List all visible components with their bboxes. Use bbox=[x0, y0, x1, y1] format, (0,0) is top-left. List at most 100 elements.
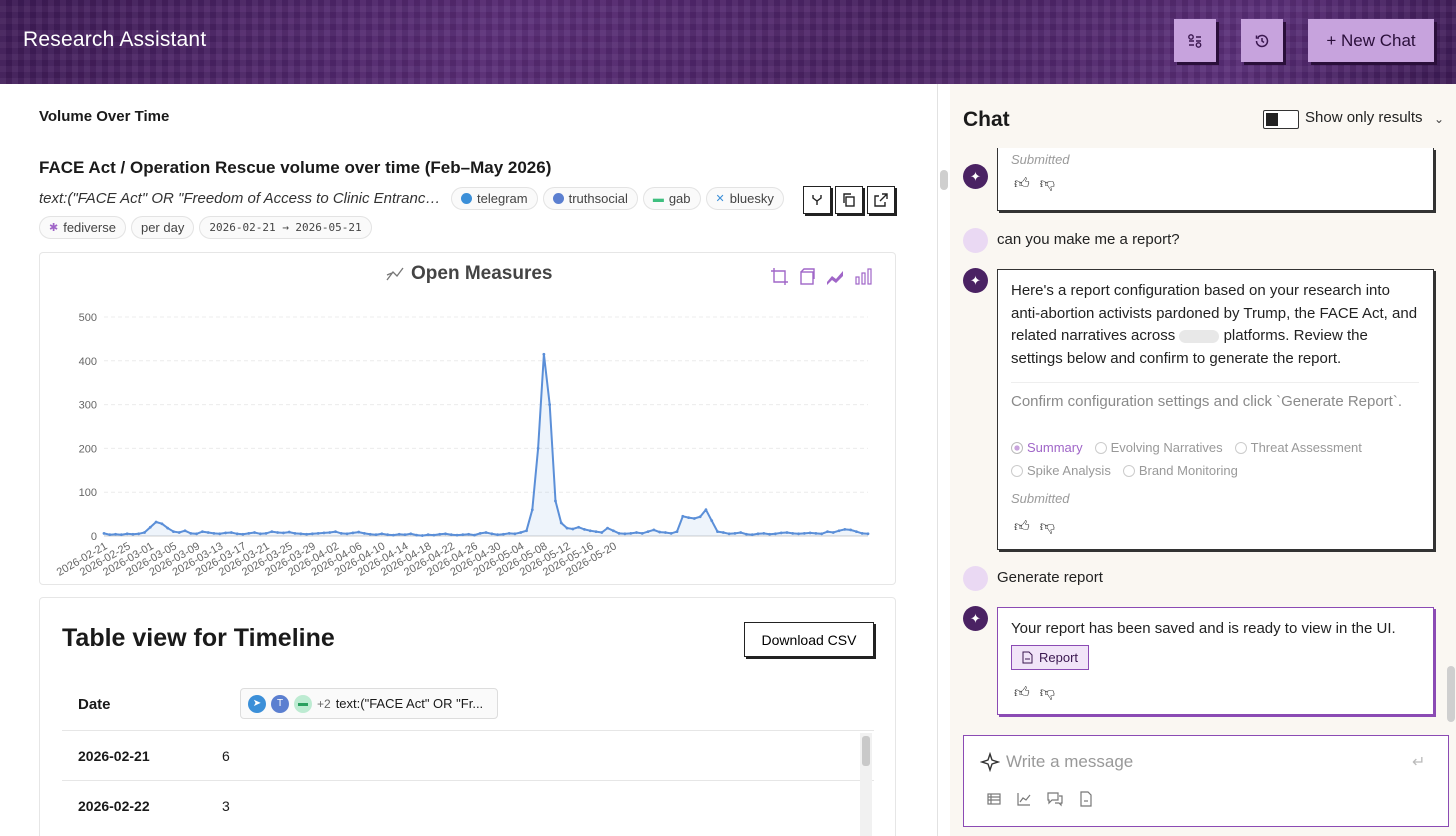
data-point[interactable] bbox=[565, 526, 569, 530]
data-point[interactable] bbox=[357, 530, 361, 534]
data-point[interactable] bbox=[490, 532, 494, 536]
data-point[interactable] bbox=[258, 532, 262, 536]
thumbs-up-icon[interactable]: 👍︎ bbox=[1014, 175, 1030, 192]
fork-button[interactable] bbox=[803, 186, 831, 214]
data-point[interactable] bbox=[143, 531, 146, 534]
data-point[interactable] bbox=[629, 531, 633, 535]
data-point[interactable] bbox=[131, 532, 135, 536]
data-point[interactable] bbox=[519, 531, 523, 534]
data-point[interactable] bbox=[351, 531, 355, 535]
data-point[interactable] bbox=[368, 532, 372, 536]
data-point[interactable] bbox=[183, 529, 187, 533]
data-point[interactable] bbox=[721, 531, 725, 534]
data-point[interactable] bbox=[623, 532, 627, 536]
data-point[interactable] bbox=[108, 533, 112, 537]
data-point[interactable] bbox=[276, 531, 280, 534]
report-option[interactable]: Spike Analysis bbox=[1011, 463, 1111, 478]
chevron-down-icon[interactable]: ⌄ bbox=[1434, 112, 1445, 126]
data-point[interactable] bbox=[339, 531, 343, 535]
data-point[interactable] bbox=[473, 533, 476, 537]
data-point[interactable] bbox=[177, 531, 181, 534]
history-button[interactable] bbox=[1241, 19, 1283, 62]
data-point[interactable] bbox=[438, 532, 442, 536]
data-point[interactable] bbox=[501, 532, 505, 536]
data-point[interactable] bbox=[206, 531, 210, 534]
data-point[interactable] bbox=[328, 531, 332, 534]
data-point[interactable] bbox=[820, 532, 824, 536]
data-point[interactable] bbox=[322, 531, 326, 535]
data-point[interactable] bbox=[594, 530, 598, 534]
data-point[interactable] bbox=[843, 528, 847, 531]
data-point[interactable] bbox=[137, 532, 141, 536]
data-point[interactable] bbox=[444, 532, 447, 536]
data-point[interactable] bbox=[409, 532, 413, 536]
data-point[interactable] bbox=[762, 531, 766, 535]
data-point[interactable] bbox=[588, 529, 592, 533]
data-point[interactable] bbox=[739, 531, 743, 534]
thumbs-up-icon[interactable]: 👍︎ bbox=[1014, 518, 1030, 535]
data-point[interactable] bbox=[698, 515, 702, 519]
data-point[interactable] bbox=[386, 533, 390, 537]
data-point[interactable] bbox=[235, 532, 239, 536]
results-scrollbar[interactable] bbox=[940, 170, 948, 190]
data-point[interactable] bbox=[166, 526, 170, 530]
table-icon[interactable] bbox=[986, 791, 1002, 807]
download-csv-button[interactable]: Download CSV bbox=[744, 622, 874, 657]
show-only-results-toggle[interactable] bbox=[1263, 110, 1299, 129]
chat-bubbles-icon[interactable] bbox=[1046, 791, 1064, 807]
data-point[interactable] bbox=[525, 529, 528, 533]
data-point[interactable] bbox=[577, 525, 581, 529]
data-point[interactable] bbox=[345, 532, 349, 536]
data-point[interactable] bbox=[773, 532, 777, 536]
data-point[interactable] bbox=[652, 528, 656, 532]
data-point[interactable] bbox=[849, 528, 853, 532]
data-point[interactable] bbox=[664, 531, 667, 534]
copy-button[interactable] bbox=[835, 186, 863, 214]
data-point[interactable] bbox=[866, 532, 870, 536]
data-point[interactable] bbox=[212, 531, 216, 535]
data-point[interactable] bbox=[310, 532, 314, 536]
data-point[interactable] bbox=[635, 531, 638, 534]
data-point[interactable] bbox=[571, 527, 575, 531]
data-point[interactable] bbox=[802, 531, 806, 535]
message-input[interactable] bbox=[1006, 750, 1406, 774]
data-point[interactable] bbox=[391, 533, 395, 537]
data-point[interactable] bbox=[791, 531, 795, 535]
chat-scrollbar[interactable] bbox=[1447, 666, 1455, 722]
data-point[interactable] bbox=[606, 526, 609, 530]
data-point[interactable] bbox=[582, 528, 586, 531]
reset-zoom-icon[interactable] bbox=[798, 267, 817, 286]
data-point[interactable] bbox=[241, 532, 245, 536]
data-point[interactable] bbox=[687, 516, 690, 520]
data-point[interactable] bbox=[119, 533, 123, 537]
data-point[interactable] bbox=[432, 533, 436, 537]
data-point[interactable] bbox=[264, 531, 268, 535]
thumbs-up-icon[interactable]: 👍︎ bbox=[1014, 684, 1030, 701]
data-point[interactable] bbox=[484, 531, 488, 534]
bar-chart-icon[interactable] bbox=[854, 267, 873, 286]
data-point[interactable] bbox=[287, 530, 291, 534]
data-point[interactable] bbox=[750, 533, 754, 537]
data-point[interactable] bbox=[611, 529, 615, 533]
data-point[interactable] bbox=[640, 531, 644, 535]
data-point[interactable] bbox=[831, 531, 835, 534]
data-point[interactable] bbox=[704, 508, 708, 512]
table-scrollbar[interactable] bbox=[860, 733, 872, 836]
data-point[interactable] bbox=[669, 531, 673, 535]
data-point[interactable] bbox=[420, 534, 424, 537]
data-point[interactable] bbox=[449, 533, 453, 537]
data-point[interactable] bbox=[785, 531, 789, 534]
data-point[interactable] bbox=[745, 532, 748, 536]
data-point[interactable] bbox=[646, 530, 650, 534]
data-point[interactable] bbox=[797, 532, 800, 536]
data-point[interactable] bbox=[467, 532, 471, 536]
data-point[interactable] bbox=[768, 532, 772, 536]
data-point[interactable] bbox=[681, 514, 685, 518]
data-point[interactable] bbox=[172, 530, 175, 534]
data-point[interactable] bbox=[299, 532, 303, 536]
enter-icon[interactable]: ↵ bbox=[1412, 754, 1426, 771]
data-point[interactable] bbox=[716, 530, 719, 534]
data-point[interactable] bbox=[513, 532, 517, 536]
data-point[interactable] bbox=[154, 520, 158, 524]
data-point[interactable] bbox=[617, 531, 621, 535]
